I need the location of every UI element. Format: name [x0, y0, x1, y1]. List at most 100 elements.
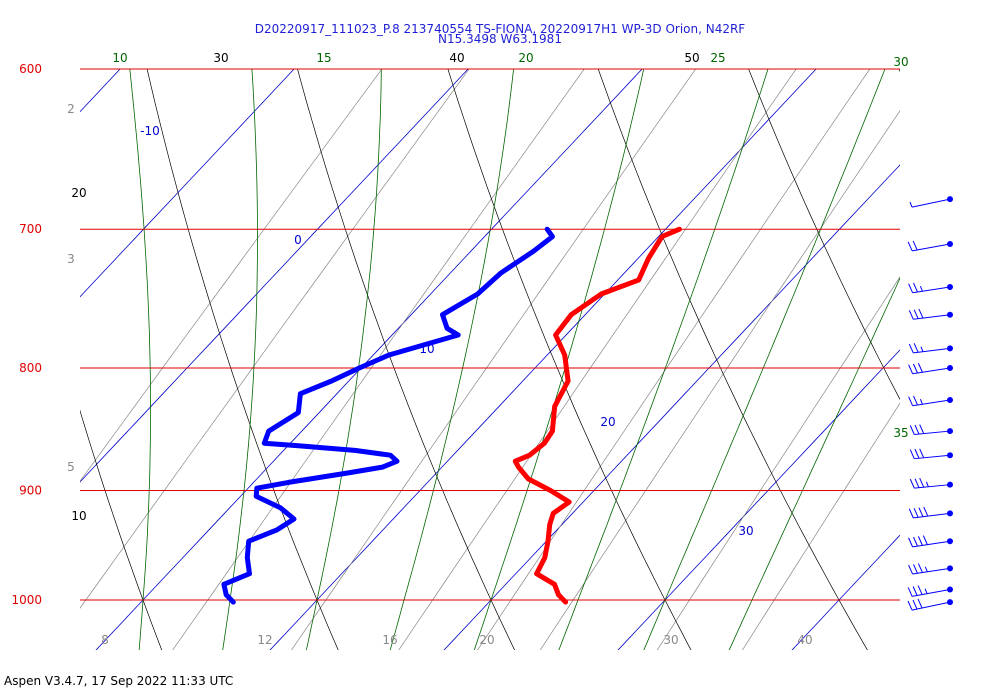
- wind-barb-flag: [907, 241, 913, 252]
- wind-barb-dot: [947, 284, 953, 291]
- mixing-ratio-line: [291, 69, 697, 650]
- wind-barb: [908, 506, 953, 519]
- temperature-profile-point: [562, 352, 567, 358]
- pressure-label: 900: [19, 483, 42, 497]
- wind-barb-flag: [918, 507, 924, 517]
- profile-layer: [221, 226, 682, 605]
- wind-barb-flag: [908, 537, 914, 548]
- dewpoint-profile-point: [294, 443, 299, 448]
- chart-title: D20220917_111023_P.8 213740554 TS-FIONA,…: [255, 22, 746, 36]
- dewpoint-profile-point: [254, 494, 259, 499]
- mixing-ratio-label: 30: [663, 633, 678, 647]
- wind-barb-flag: [907, 600, 913, 611]
- wind-barb-flag: [908, 508, 914, 519]
- wind-barb-flag: [913, 564, 918, 574]
- dry-adiabat-line: [146, 69, 339, 650]
- dewpoint-profile-point: [231, 599, 236, 605]
- temperature-profile: [512, 226, 682, 605]
- moist-adiabat-line: [129, 69, 151, 650]
- mixing-ratio-label: 20: [479, 633, 494, 647]
- isotherm-line: [269, 69, 817, 650]
- wind-barb-dot: [947, 565, 953, 572]
- wind-barb-flag: [908, 564, 914, 575]
- footer-version: Aspen V3.4.7, 17 Sep 2022 11:33 UTC: [4, 674, 234, 688]
- wind-barb-dot: [947, 452, 953, 459]
- isotherm-line: [95, 69, 643, 650]
- wind-barb-flag: [909, 478, 915, 489]
- wind-barb-flag: [919, 448, 925, 458]
- mixing-ratio-line: [539, 110, 900, 650]
- dewpoint-profile-point: [221, 582, 227, 587]
- dewpoint-profile-point: [245, 555, 250, 560]
- wind-barb: [908, 308, 953, 320]
- dewpoint-profile-point: [386, 352, 392, 358]
- temperature-profile-point: [659, 234, 665, 239]
- wind-barb-dot: [947, 538, 953, 545]
- wind-barb-staff: [912, 540, 951, 548]
- wind-barb-flag: [907, 587, 913, 597]
- wind-barb-flag: [908, 310, 914, 320]
- wind-barb-staff: [914, 430, 951, 436]
- mixing-ratio-line: [656, 276, 900, 650]
- dewpoint-profile-point: [298, 391, 303, 396]
- isotherm-line: [791, 534, 900, 650]
- wind-barb-flag: [919, 424, 925, 434]
- isotherm-line: [443, 164, 900, 650]
- wind-barb-flag: [922, 535, 928, 545]
- mixing-ratio-line: [80, 69, 383, 482]
- isotherm-label: 20: [600, 415, 615, 429]
- moist-adiabat-label: 15: [316, 51, 331, 65]
- dewpoint-profile-point: [545, 227, 550, 232]
- mixing-ratio-label: 16: [382, 633, 397, 647]
- temperature-profile-point: [545, 539, 551, 544]
- wind-barb-dot: [947, 586, 953, 593]
- moist-adiabat-line: [305, 69, 382, 650]
- wind-barb-flag: [913, 395, 918, 406]
- temperature-profile-point: [552, 404, 557, 409]
- wind-barb-staff: [911, 601, 951, 611]
- temperature-profile-point: [526, 476, 531, 482]
- moist-adiabat-line: [643, 69, 886, 650]
- dewpoint-profile-point: [296, 410, 301, 415]
- wind-barb-staff: [911, 198, 951, 208]
- temperature-profile-point: [550, 428, 555, 434]
- wind-barb-staff: [912, 567, 951, 575]
- temperature-profile-point: [569, 312, 574, 317]
- dewpoint-profile-point: [278, 505, 283, 510]
- moist-adiabat-line: [6, 0, 56, 680]
- dewpoint-profile-point: [274, 527, 279, 533]
- wind-barb-flag: [913, 309, 919, 319]
- wind-barb: [907, 598, 953, 611]
- dewpoint-profile-point: [247, 571, 252, 576]
- moist-adiabat-label: 30: [893, 55, 908, 69]
- wind-barb-flag: [909, 449, 915, 459]
- mixing-ratio-label: 2: [67, 102, 75, 116]
- dewpoint-profile-point: [550, 234, 555, 239]
- wind-barb-flag: [913, 343, 919, 353]
- wind-barb-staff: [913, 512, 951, 519]
- dewpoint-profile-point: [246, 539, 251, 544]
- wind-barb-flag: [908, 283, 914, 293]
- mixing-ratio-label: 3: [67, 252, 75, 266]
- wind-barb-layer: [907, 196, 953, 611]
- wind-barb-flag: [917, 363, 923, 373]
- moist-adiabat-label: 35: [893, 426, 908, 440]
- wind-barb-flag: [912, 599, 918, 610]
- wind-barb-flag: [912, 586, 918, 596]
- dewpoint-profile-point: [388, 453, 393, 458]
- wind-barb-flag: [918, 308, 924, 319]
- dewpoint-profile-point: [345, 470, 350, 476]
- wind-barb-dot: [947, 345, 953, 352]
- wind-barb-staff: [912, 367, 951, 375]
- wind-barb-flag: [912, 240, 918, 251]
- wind-barb-staff: [912, 589, 951, 597]
- wind-barb-dot: [947, 311, 953, 318]
- wind-barb-dot: [947, 196, 953, 203]
- pressure-label: 1000: [11, 593, 42, 607]
- temperature-profile-point: [534, 571, 539, 576]
- dewpoint-profile-point: [380, 464, 385, 470]
- moist-adiabat-line: [728, 277, 900, 650]
- isotherm-line: [617, 349, 900, 650]
- wind-barb: [908, 363, 953, 375]
